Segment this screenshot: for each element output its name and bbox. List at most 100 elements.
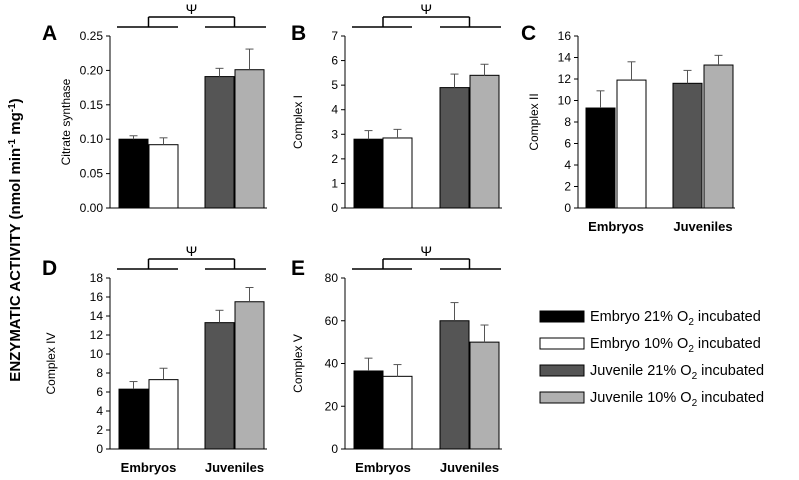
significance-symbol: Ψ: [420, 243, 432, 259]
significance-bracket: Ψ: [117, 1, 266, 28]
legend-label: Embryo 10% O2 incubated: [590, 336, 761, 355]
y-tick-label: 8: [96, 366, 103, 380]
bar: [585, 107, 616, 209]
y-tick-label: 6: [331, 54, 338, 68]
bar: [118, 138, 149, 209]
y-tick-label: 8: [564, 115, 571, 129]
y-tick-label: 20: [325, 399, 339, 413]
y-tick-label: 0: [331, 201, 338, 215]
y-tick-label: 0.20: [80, 63, 104, 77]
y-tick-label: 60: [325, 314, 339, 328]
y-tick-label: 4: [564, 158, 571, 172]
y-axis-label: Complex I: [291, 95, 305, 149]
panel-letter: E: [291, 257, 305, 280]
significance-symbol: Ψ: [420, 1, 432, 17]
y-axis-label: Complex IV: [44, 332, 58, 394]
significance-symbol: Ψ: [186, 1, 198, 17]
y-tick-label: 16: [90, 290, 104, 304]
legend-item: Juvenile 21% O2 incubated: [539, 363, 764, 382]
legend-swatch: [539, 337, 585, 350]
legend-label: Embryo 21% O2 incubated: [590, 309, 761, 328]
y-tick-label: 0.15: [80, 98, 104, 112]
y-tick-label: 0: [564, 201, 571, 215]
legend-swatch: [539, 391, 585, 404]
y-tick-label: 7: [331, 29, 338, 43]
bar: [148, 379, 179, 450]
category-label: Embryos: [121, 460, 177, 475]
bar: [204, 76, 235, 209]
y-tick-label: 14: [558, 51, 572, 65]
legend-item: Embryo 21% O2 incubated: [539, 309, 761, 328]
y-tick-label: 0.10: [80, 132, 104, 146]
category-label: Juveniles: [205, 460, 264, 475]
legend-swatch: [539, 364, 585, 377]
y-axis-title: ENZYMATIC ACTIVITY (nmol min-1 mg-1): [7, 98, 24, 381]
y-tick-label: 6: [96, 385, 103, 399]
y-axis-title-mid: mg: [7, 112, 24, 139]
legend-item: Embryo 10% O2 incubated: [539, 336, 761, 355]
y-tick-label: 4: [331, 103, 338, 117]
panel-c: C Complex II 0 2 4 6 8 10 12 14 16 Embryos Juveniles: [521, 22, 735, 234]
bar: [469, 74, 500, 209]
y-tick-label: 12: [558, 72, 572, 86]
legend-item: Juvenile 10% O2 incubated: [539, 390, 764, 409]
y-axis-title-main: ENZYMATIC ACTIVITY (nmol min: [7, 148, 24, 382]
y-tick-label: 80: [325, 271, 339, 285]
panel-a: A Citrate synthase 0.00 0.05 0.10 0.15 0.20 0.2…: [42, 1, 267, 215]
bar: [118, 388, 149, 450]
panel-b: B Complex I 0 1 2 3 4 5 6 7 Ψ: [291, 1, 502, 215]
bar: [353, 138, 384, 209]
bar: [234, 301, 265, 450]
y-tick-label: 16: [558, 29, 572, 43]
y-tick-label: 18: [90, 271, 104, 285]
y-axis-label: Citrate synthase: [59, 78, 73, 165]
y-tick-label: 40: [325, 357, 339, 371]
bar: [382, 137, 413, 209]
y-tick-label: 2: [564, 180, 571, 194]
significance-bracket: Ψ: [352, 1, 501, 28]
bar: [382, 375, 413, 450]
category-label: Juveniles: [440, 460, 499, 475]
bar: [469, 341, 500, 450]
bar: [353, 370, 384, 450]
y-tick-label: 6: [564, 137, 571, 151]
bar: [439, 320, 470, 450]
y-tick-label: 2: [331, 152, 338, 166]
y-tick-label: 2: [96, 423, 103, 437]
panel-d: D Complex IV 0 2 4 6 8 10 12 14 16 18 Embryos Juvenil…: [42, 243, 267, 475]
legend-label: Juvenile 21% O2 incubated: [590, 363, 764, 382]
significance-bracket: Ψ: [352, 243, 501, 270]
panel-e: E Complex V 0 20 40 60 80 Embryos Juveniles Ψ: [291, 243, 502, 475]
y-tick-label: 5: [331, 78, 338, 92]
y-tick-label: 14: [90, 309, 104, 323]
legend: Embryo 21% O2 incubated Embryo 10% O2 in…: [539, 309, 764, 409]
panel-letter: C: [521, 22, 536, 45]
significance-bracket: Ψ: [117, 243, 266, 270]
y-tick-label: 0.05: [80, 167, 104, 181]
y-axis-label: Complex II: [527, 93, 541, 150]
category-label: Juveniles: [673, 219, 732, 234]
bar: [234, 69, 265, 209]
y-axis-title-sup2: -1: [7, 103, 18, 112]
y-tick-label: 10: [558, 94, 572, 108]
panel-letter: A: [42, 22, 57, 45]
bar: [616, 79, 647, 209]
bar: [703, 64, 734, 209]
panel-letter: B: [291, 22, 306, 45]
significance-symbol: Ψ: [186, 243, 198, 259]
y-axis-label: Complex V: [291, 334, 305, 393]
category-label: Embryos: [588, 219, 644, 234]
legend-swatch: [539, 310, 585, 323]
category-label: Embryos: [355, 460, 411, 475]
y-tick-label: 1: [331, 176, 338, 190]
y-axis-title-sup1: -1: [7, 138, 18, 147]
bar: [204, 322, 235, 450]
bar: [439, 87, 470, 209]
y-axis-title-end: ): [7, 98, 24, 103]
y-tick-label: 4: [96, 404, 103, 418]
y-tick-label: 0.25: [80, 29, 104, 43]
y-tick-label: 10: [90, 347, 104, 361]
y-tick-label: 0: [96, 442, 103, 456]
y-tick-label: 0: [331, 442, 338, 456]
